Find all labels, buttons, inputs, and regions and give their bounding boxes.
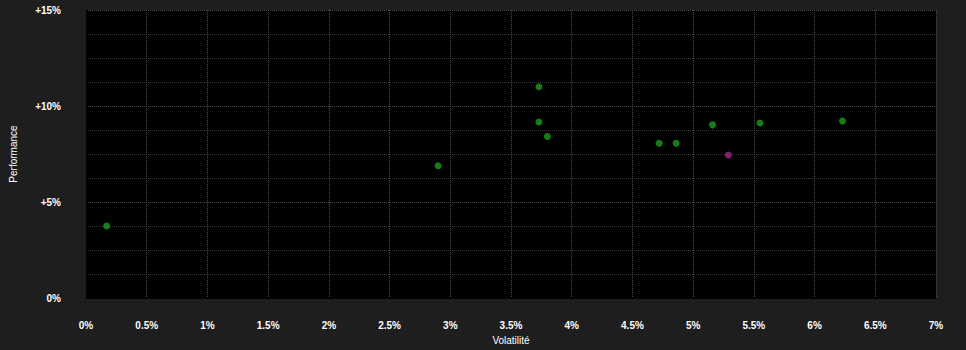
svg-text:5.5%: 5.5% <box>742 320 765 331</box>
svg-text:Performance: Performance <box>8 125 19 183</box>
svg-text:1%: 1% <box>200 320 215 331</box>
svg-text:6.5%: 6.5% <box>864 320 887 331</box>
svg-text:0%: 0% <box>47 293 62 304</box>
svg-text:4%: 4% <box>564 320 579 331</box>
svg-text:5%: 5% <box>686 320 701 331</box>
svg-text:3%: 3% <box>443 320 458 331</box>
svg-text:+5%: +5% <box>41 197 61 208</box>
svg-text:7%: 7% <box>929 320 944 331</box>
svg-text:1.5%: 1.5% <box>257 320 280 331</box>
svg-text:2.5%: 2.5% <box>378 320 401 331</box>
svg-text:Volatilité: Volatilité <box>492 335 530 346</box>
svg-text:+10%: +10% <box>35 101 61 112</box>
svg-text:3.5%: 3.5% <box>500 320 523 331</box>
svg-text:0%: 0% <box>79 320 94 331</box>
svg-text:6%: 6% <box>807 320 822 331</box>
svg-text:4.5%: 4.5% <box>621 320 644 331</box>
svg-text:2%: 2% <box>322 320 337 331</box>
svg-text:0.5%: 0.5% <box>135 320 158 331</box>
svg-text:+15%: +15% <box>35 5 61 16</box>
